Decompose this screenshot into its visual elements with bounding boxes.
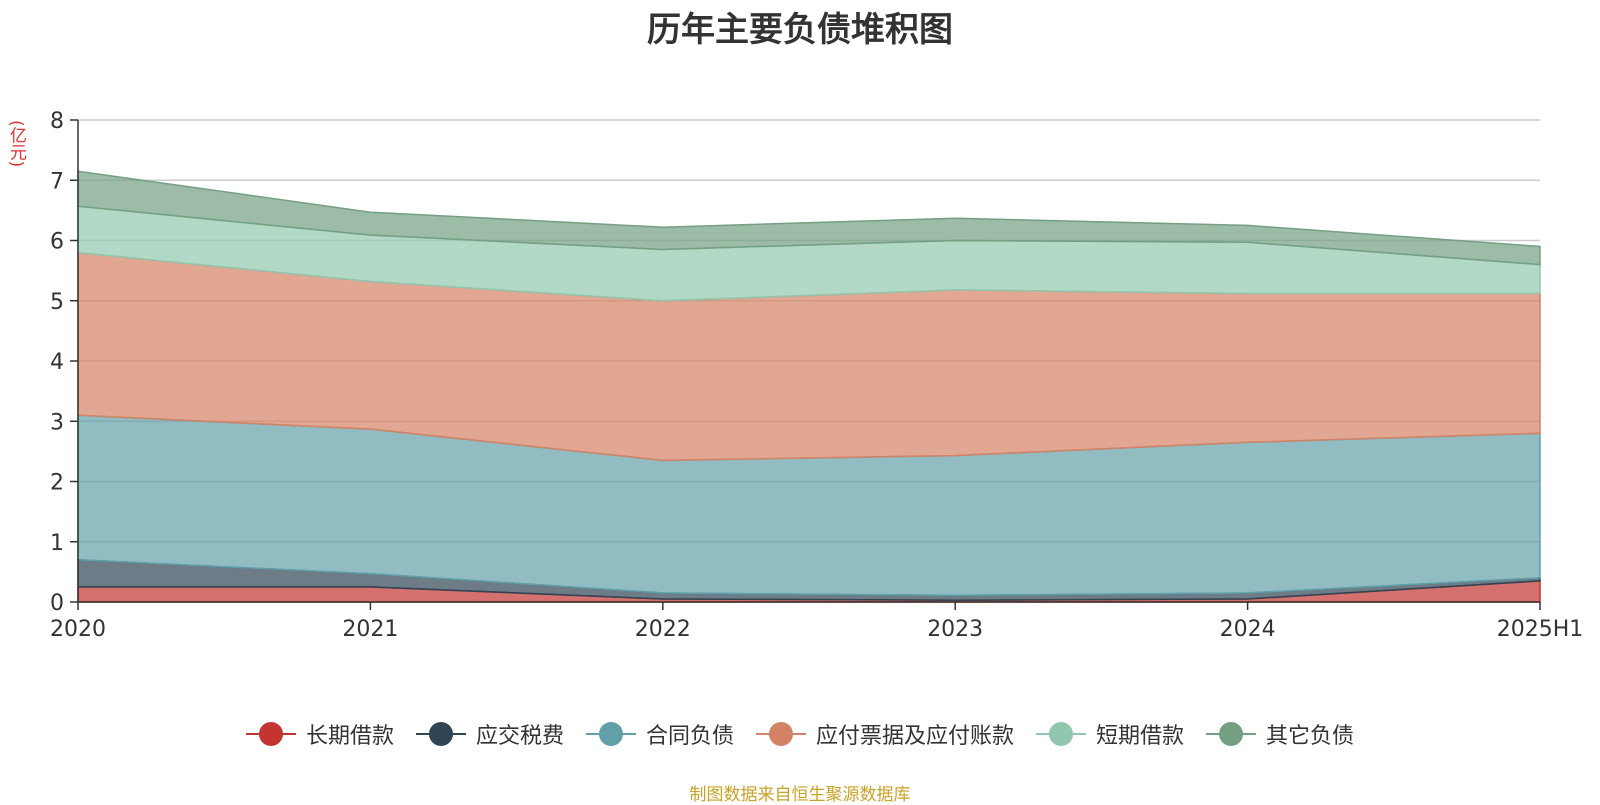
legend-swatch-icon bbox=[415, 722, 466, 746]
axes: 0 1 2 3 4 5 6 7 8 2020 2021 2022 2023 2024 2025H1 bbox=[50, 109, 1583, 642]
y-tick-label: 8 bbox=[50, 109, 64, 134]
y-tick-label: 0 bbox=[50, 591, 64, 616]
x-tick-label: 2022 bbox=[635, 617, 691, 642]
legend-label: 合同负债 bbox=[645, 724, 734, 749]
y-tick-label: 3 bbox=[50, 410, 64, 435]
legend-swatch-icon bbox=[585, 722, 636, 746]
y-tick-label: 4 bbox=[50, 350, 64, 375]
legend-swatch-icon bbox=[1206, 722, 1257, 746]
legend-label: 长期借款 bbox=[305, 724, 394, 749]
y-tick-label: 5 bbox=[50, 290, 64, 315]
x-tick-label: 2023 bbox=[927, 617, 983, 642]
x-tick-label: 2020 bbox=[50, 617, 106, 642]
y-tick-label: 6 bbox=[50, 230, 64, 255]
legend-item[interactable]: 其它负债 bbox=[1206, 718, 1354, 750]
legend-label: 短期借款 bbox=[1096, 724, 1185, 749]
source-note: 制图数据来自恒生聚源数据库 bbox=[689, 785, 911, 805]
legend: 长期借款 应交税费 合同负债 应付票据及应付账款 短期借款 其它负债 bbox=[0, 718, 1600, 750]
legend-swatch-icon bbox=[1036, 722, 1087, 746]
area-series bbox=[77, 170, 1541, 603]
chart-title: 历年主要负债堆积图 bbox=[647, 10, 953, 50]
x-tick-label: 2021 bbox=[342, 617, 398, 642]
legend-label: 应付票据及应付账款 bbox=[816, 724, 1015, 749]
legend-swatch-icon bbox=[245, 722, 296, 746]
y-tick-label: 1 bbox=[50, 531, 64, 556]
area-series-其它负债 bbox=[77, 170, 1541, 266]
legend-item[interactable]: 应付票据及应付账款 bbox=[756, 718, 1014, 750]
legend-label: 应交税费 bbox=[475, 724, 564, 749]
legend-label: 其它负债 bbox=[1266, 724, 1355, 749]
x-tick-label: 2025H1 bbox=[1497, 617, 1584, 642]
y-tick-label: 7 bbox=[50, 169, 64, 194]
legend-item[interactable]: 应交税费 bbox=[415, 718, 564, 750]
legend-item[interactable]: 合同负债 bbox=[585, 718, 734, 750]
legend-swatch-icon bbox=[756, 722, 806, 746]
y-tick-label: 2 bbox=[50, 471, 64, 496]
legend-item[interactable]: 短期借款 bbox=[1036, 718, 1184, 750]
legend-item[interactable]: 长期借款 bbox=[245, 718, 394, 750]
x-tick-label: 2024 bbox=[1220, 617, 1276, 642]
y-axis-unit-label: (亿元) bbox=[6, 120, 26, 168]
